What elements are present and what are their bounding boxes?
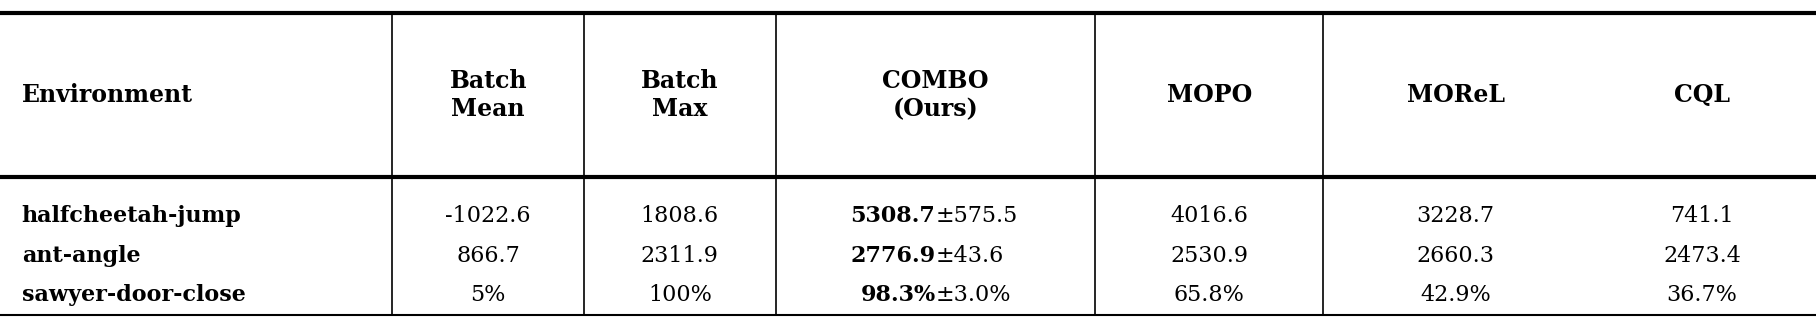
Text: 2530.9: 2530.9 bbox=[1170, 245, 1248, 267]
Text: sawyer-door-close: sawyer-door-close bbox=[22, 284, 245, 306]
Text: 36.7%: 36.7% bbox=[1667, 284, 1738, 306]
Text: MOPO: MOPO bbox=[1166, 83, 1251, 107]
Text: MOReL: MOReL bbox=[1407, 83, 1504, 107]
Text: 65.8%: 65.8% bbox=[1173, 284, 1244, 306]
Text: ±575.5: ±575.5 bbox=[935, 205, 1017, 228]
Text: 5308.7: 5308.7 bbox=[850, 205, 935, 228]
Text: COMBO
(Ours): COMBO (Ours) bbox=[883, 69, 988, 121]
Text: 2660.3: 2660.3 bbox=[1416, 245, 1495, 267]
Text: 100%: 100% bbox=[648, 284, 712, 306]
Text: 2473.4: 2473.4 bbox=[1663, 245, 1742, 267]
Text: ant-angle: ant-angle bbox=[22, 245, 140, 267]
Text: 741.1: 741.1 bbox=[1671, 205, 1734, 228]
Text: 4016.6: 4016.6 bbox=[1170, 205, 1248, 228]
Text: halfcheetah-jump: halfcheetah-jump bbox=[22, 205, 242, 228]
Text: 866.7: 866.7 bbox=[456, 245, 519, 267]
Text: Batch
Mean: Batch Mean bbox=[450, 69, 527, 121]
Text: 2311.9: 2311.9 bbox=[641, 245, 719, 267]
Text: 98.3%: 98.3% bbox=[861, 284, 935, 306]
Text: CQL: CQL bbox=[1674, 83, 1731, 107]
Text: 5%: 5% bbox=[470, 284, 507, 306]
Text: 2776.9: 2776.9 bbox=[850, 245, 935, 267]
Text: ±3.0%: ±3.0% bbox=[935, 284, 1012, 306]
Text: Environment: Environment bbox=[22, 83, 192, 107]
Text: 42.9%: 42.9% bbox=[1420, 284, 1491, 306]
Text: -1022.6: -1022.6 bbox=[445, 205, 530, 228]
Text: ±43.6: ±43.6 bbox=[935, 245, 1004, 267]
Text: 1808.6: 1808.6 bbox=[641, 205, 719, 228]
Text: 3228.7: 3228.7 bbox=[1416, 205, 1495, 228]
Text: Batch
Max: Batch Max bbox=[641, 69, 719, 121]
